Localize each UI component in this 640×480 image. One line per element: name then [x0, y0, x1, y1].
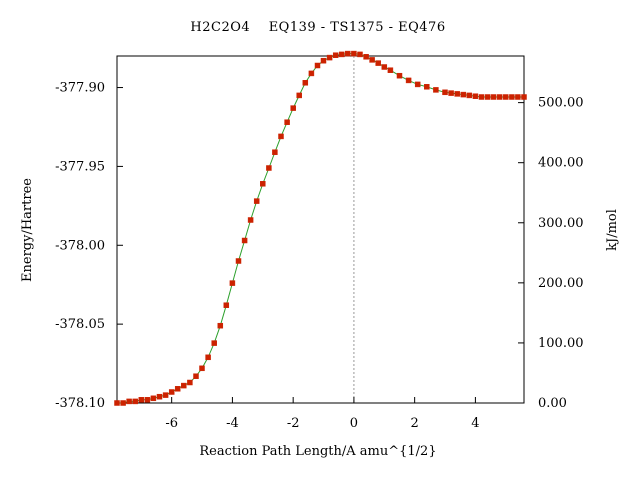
data-point: [414, 81, 421, 88]
data-point: [381, 64, 388, 70]
data-point: [515, 94, 521, 100]
data-point: [253, 198, 260, 204]
data-point: [339, 51, 345, 58]
data-point: [247, 217, 254, 223]
data-point: [211, 340, 217, 346]
data-point: [241, 237, 248, 244]
y-axis-label: Energy/Hartree: [20, 178, 35, 282]
data-point: [314, 62, 321, 69]
data-point: [454, 91, 460, 97]
data-point: [448, 90, 454, 96]
data-point: [496, 94, 503, 100]
data-point: [193, 373, 199, 379]
data-point: [260, 181, 266, 187]
data-point: [332, 52, 339, 58]
x-tick-label: 4: [471, 416, 479, 431]
data-point: [405, 77, 412, 84]
data-point: [278, 133, 284, 140]
data-point: [375, 60, 381, 66]
x-tick-label: -2: [287, 416, 300, 431]
y2-tick-label: 200.00: [538, 276, 584, 291]
data-point: [433, 87, 439, 93]
data-point: [132, 398, 138, 405]
data-point: [229, 280, 236, 286]
y2-axis-label: kJ/mol: [605, 209, 620, 251]
data-point: [120, 400, 126, 406]
y2-tick-label: 300.00: [538, 216, 584, 231]
data-point: [503, 94, 509, 100]
data-point: [156, 393, 163, 400]
data-point: [150, 395, 157, 402]
data-point: [424, 84, 430, 90]
data-point: [509, 94, 515, 100]
data-point: [357, 51, 363, 58]
data-point: [396, 72, 403, 79]
data-point: [478, 94, 485, 100]
data-point: [205, 354, 211, 361]
data-point: [442, 89, 448, 96]
data-point: [302, 80, 309, 86]
data-point: [320, 57, 327, 64]
y-tick-label: -377.95: [55, 159, 105, 174]
data-point: [296, 92, 302, 99]
x-axis-label: Reaction Path Length/A amu^{1/2}: [199, 444, 436, 459]
data-point: [138, 397, 145, 403]
plot-frame: [116, 55, 525, 404]
y2-tick-label: 100.00: [538, 336, 584, 351]
data-point: [223, 302, 230, 308]
data-point: [181, 382, 187, 389]
data-point: [272, 149, 278, 155]
x-tick-label: 2: [411, 416, 419, 431]
y2-tick-label: 500.00: [538, 96, 584, 111]
data-point: [114, 400, 120, 406]
data-point: [308, 70, 315, 77]
data-point: [126, 398, 132, 405]
data-point: [168, 389, 175, 395]
y-tick-label: -377.90: [55, 81, 105, 96]
data-point: [199, 365, 205, 372]
data-point: [144, 397, 151, 403]
data-point: [460, 91, 467, 98]
bottom-axis: -6 -4 -2 0 2 4: [165, 397, 480, 431]
data-points: [114, 50, 527, 406]
data-point: [387, 67, 394, 73]
energy-curve: [117, 53, 524, 404]
data-point: [345, 50, 351, 57]
data-point: [174, 386, 181, 392]
x-tick-label: -6: [165, 416, 178, 431]
left-axis: -378.10 -378.05 -378.00 -377.95 -377.90: [55, 81, 123, 411]
right-axis: 0.00 100.00 200.00 300.00 400.00 500.00: [518, 96, 584, 411]
data-point: [472, 93, 479, 99]
data-point: [326, 54, 333, 61]
data-point: [521, 94, 527, 100]
data-point: [490, 94, 497, 100]
y-tick-label: -378.10: [55, 396, 105, 411]
data-point: [351, 50, 357, 57]
data-point: [363, 54, 369, 60]
data-point: [235, 258, 242, 264]
data-point: [162, 392, 169, 398]
y2-tick-label: 400.00: [538, 156, 584, 171]
x-tick-label: -4: [226, 416, 239, 431]
y-tick-label: -378.05: [55, 317, 105, 332]
chart-title: H2C2O4 EQ139 - TS1375 - EQ476: [190, 20, 445, 35]
data-point: [217, 322, 224, 329]
data-point: [290, 105, 296, 111]
data-point: [284, 119, 290, 125]
data-point: [266, 165, 272, 171]
y2-tick-label: 0.00: [538, 396, 567, 411]
data-point: [466, 92, 473, 99]
y-tick-label: -378.00: [55, 238, 105, 253]
data-point: [187, 379, 193, 386]
x-tick-label: 0: [350, 416, 358, 431]
data-point: [484, 94, 491, 100]
data-point: [369, 57, 375, 63]
